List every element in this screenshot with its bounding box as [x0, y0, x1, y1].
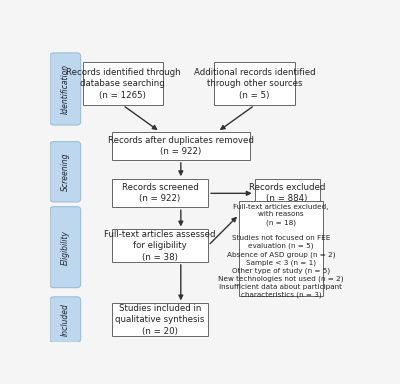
FancyBboxPatch shape [112, 303, 208, 336]
Text: Included: Included [61, 303, 70, 336]
FancyBboxPatch shape [112, 229, 208, 262]
FancyBboxPatch shape [239, 201, 323, 296]
Text: Full-text articles assessed
for eligibility
(n = 38): Full-text articles assessed for eligibil… [104, 230, 216, 262]
Text: Records identified through
database searching
(n = 1265): Records identified through database sear… [66, 68, 180, 100]
Text: Identification: Identification [61, 64, 70, 114]
FancyBboxPatch shape [255, 179, 320, 207]
Text: Full-text articles excluded,
with reasons
(n = 18)

Studies not focused on FEE
e: Full-text articles excluded, with reason… [218, 204, 344, 298]
FancyBboxPatch shape [112, 179, 208, 207]
FancyBboxPatch shape [50, 297, 81, 343]
FancyBboxPatch shape [50, 142, 81, 202]
Text: Additional records identified
through other sources
(n = 5): Additional records identified through ot… [194, 68, 316, 100]
FancyBboxPatch shape [214, 62, 295, 105]
Text: Screening: Screening [61, 152, 70, 191]
Text: Eligibility: Eligibility [61, 230, 70, 265]
Text: Studies included in
qualitative synthesis
(n = 20): Studies included in qualitative synthesi… [115, 304, 205, 336]
Text: Records after duplicates removed
(n = 922): Records after duplicates removed (n = 92… [108, 136, 254, 156]
Text: Records screened
(n = 922): Records screened (n = 922) [122, 183, 198, 204]
FancyBboxPatch shape [112, 132, 250, 160]
FancyBboxPatch shape [82, 62, 163, 105]
Text: Records excluded
(n = 884): Records excluded (n = 884) [249, 183, 325, 204]
FancyBboxPatch shape [50, 207, 81, 288]
FancyBboxPatch shape [50, 53, 81, 125]
